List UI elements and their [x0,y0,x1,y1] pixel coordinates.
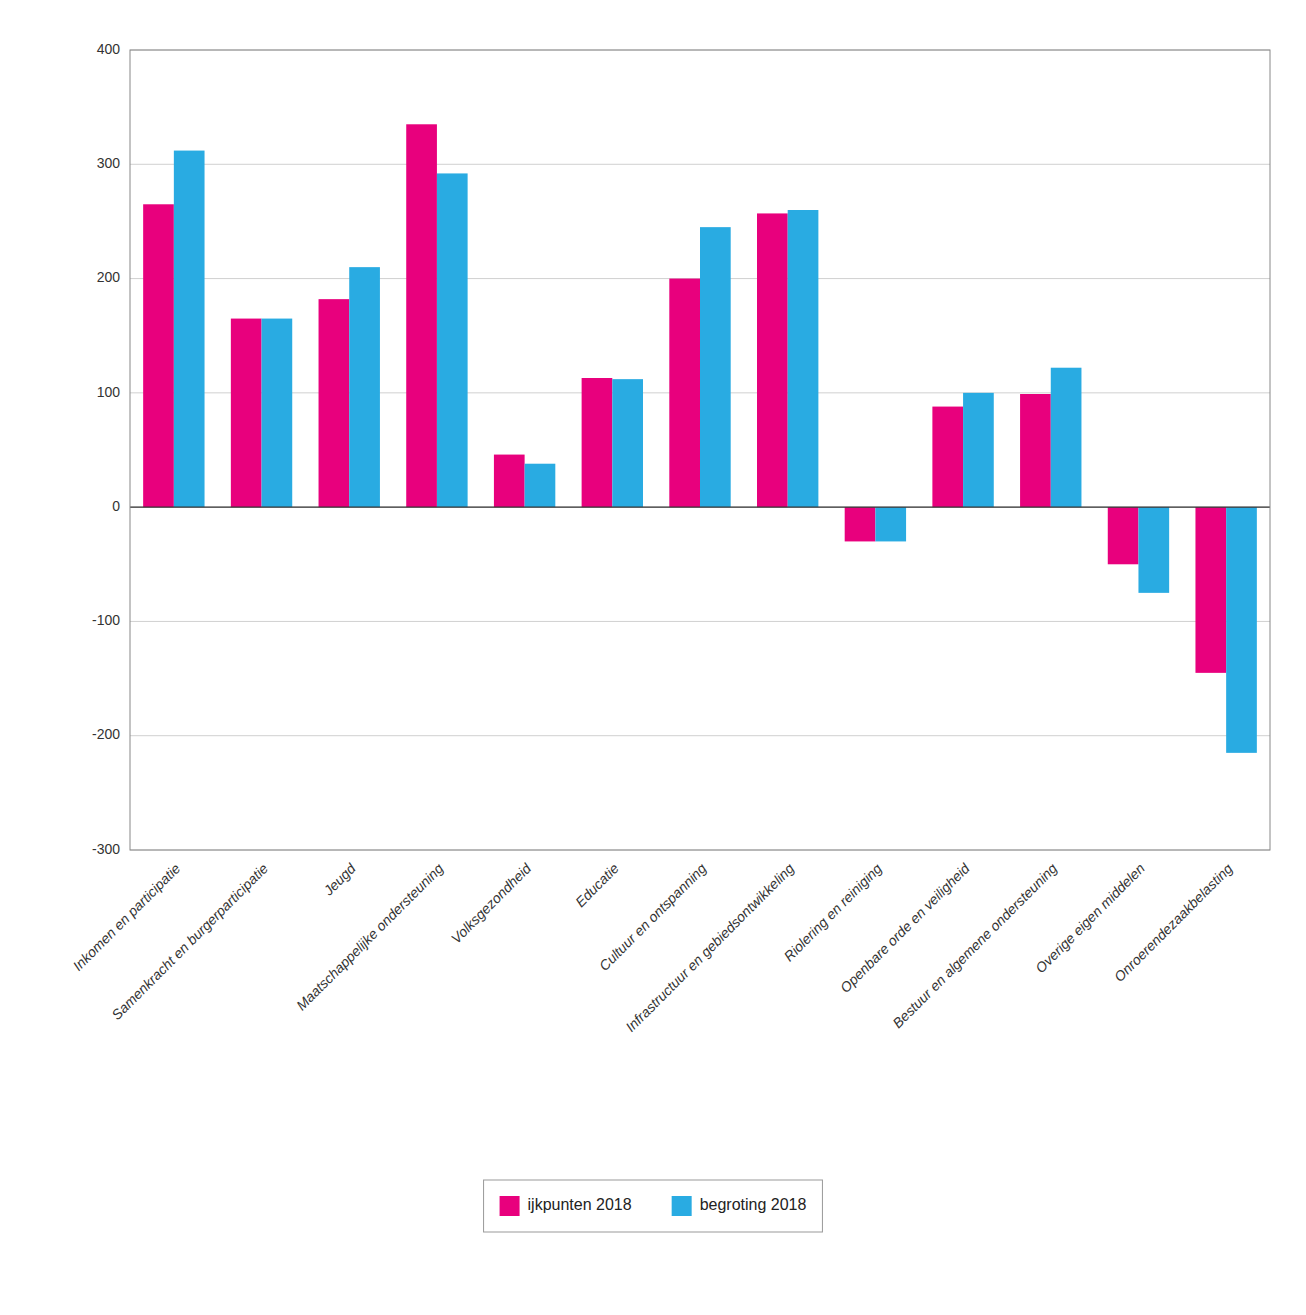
zero-line [130,507,1270,508]
chart-container: -300 -200 -100 0 100 200 300 400 Inkomen en part… [0,0,1306,1315]
bar [494,455,525,508]
bar [319,299,350,507]
x-tick-label: Maatschappelijke ondersteuning [293,860,446,1013]
legend-label: begroting 2018 [700,1196,807,1213]
bar [1108,507,1139,564]
bar [1195,507,1226,673]
x-axis: Inkomen en participatieSamenkracht en bu… [70,859,1236,1035]
bar [788,210,819,507]
legend: ijkpunten 2018 begroting 2018 [484,1180,823,1232]
x-tick-label: Riolering en reiniging [781,860,885,964]
bar [875,507,906,541]
bar [143,204,174,507]
bar [963,393,994,507]
x-tick-label: Jeugd [320,859,360,899]
bar [437,173,468,507]
y-tick-label: 0 [112,498,120,514]
bar [582,378,613,507]
grid-line [130,507,1270,508]
bar [1020,394,1051,507]
bar [1051,368,1082,507]
grid-line [130,621,1270,622]
bar [349,267,380,507]
y-tick-label: 300 [97,155,121,171]
plot-frame [130,50,1270,850]
bar [612,379,643,507]
grid-line [130,164,1270,165]
chart: -300 -200 -100 0 100 200 300 400 Inkomen en part… [0,0,1306,1315]
bars [143,124,1257,753]
y-axis: -300 -200 -100 0 100 200 300 400 [92,41,120,857]
bar [757,213,788,507]
x-tick-label: Volksgezondheid [448,859,535,946]
y-tick-label: 200 [97,269,121,285]
grid-line [130,735,1270,736]
y-tick-label: 100 [97,384,121,400]
x-tick-label: Onroerendezaakbelasting [1111,860,1236,985]
x-tick-label: Bestuur en algemene ondersteuning [889,860,1060,1031]
legend-swatch [672,1196,692,1216]
legend-label: ijkpunten 2018 [528,1196,632,1213]
bar [1226,507,1257,753]
bar [231,319,262,508]
bar [525,464,556,507]
legend-box [484,1180,823,1232]
x-tick-label: Samenkracht en burgerparticipatie [108,860,271,1023]
bar [845,507,876,541]
bar [669,279,700,508]
bar [700,227,731,507]
y-tick-label: -200 [92,726,120,742]
grid [130,50,1270,850]
bar [932,407,963,508]
x-tick-label: Educatie [572,860,622,910]
legend-swatch [500,1196,520,1216]
bar [262,319,293,508]
bar [1138,507,1169,593]
bar [174,151,205,508]
x-tick-label: Infrastructuur en gebiedsontwikkeling [622,860,797,1035]
y-tick-label: -300 [92,841,120,857]
y-tick-label: 400 [97,41,121,57]
bar [406,124,437,507]
y-tick-label: -100 [92,612,120,628]
